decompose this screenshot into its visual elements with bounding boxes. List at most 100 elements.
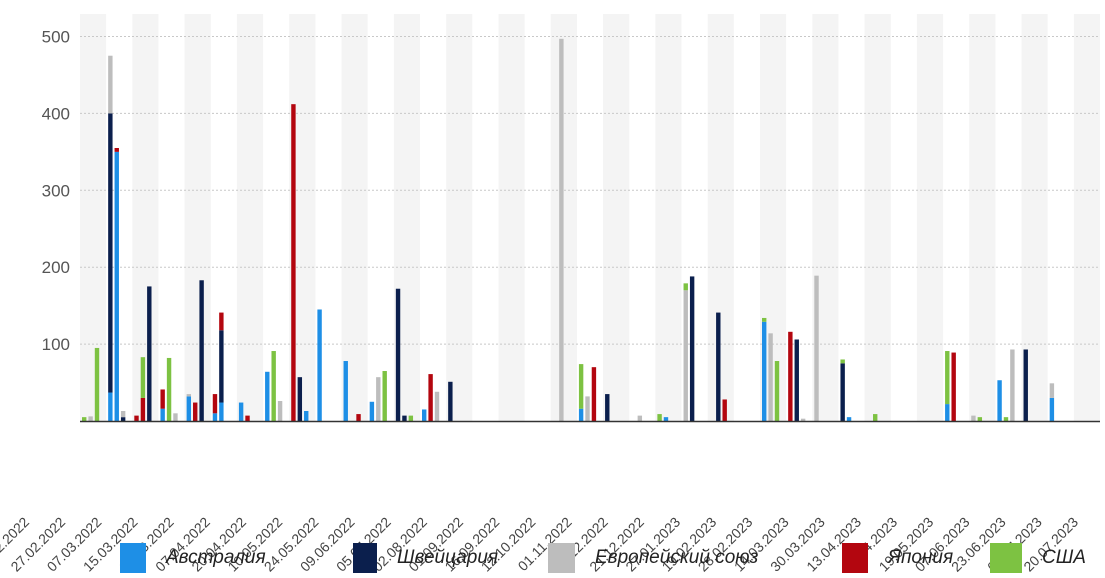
bar: Европейский союз: 497 <box>559 38 564 421</box>
bar-segment: США: 58 <box>578 364 584 409</box>
bar-segment: Европейский союз: 93 <box>1010 349 1015 421</box>
bar: Япония: 116 <box>788 331 793 421</box>
legend-label: США <box>1042 547 1086 568</box>
plot-band <box>655 14 682 421</box>
bar: Европейский союз: 3 <box>800 418 806 421</box>
bar-segment: Австралия: 15 <box>422 409 427 421</box>
bar-segment: США: 9 <box>873 414 878 421</box>
bar-segment: Австралия: 5 <box>663 417 669 421</box>
bars: США: 5 Европейский союз: 6США: 95 Австрали… <box>82 38 1055 421</box>
bar-segment: Австралия: 64 <box>265 371 270 421</box>
plot-band <box>446 14 473 421</box>
bar: США: 5 <box>977 417 983 421</box>
bar: Европейский союз: 38 <box>434 391 440 421</box>
bar: Австралия: 30Европейский союз: 19 <box>1049 383 1055 421</box>
bar-segment: Япония: 25 <box>212 394 218 414</box>
bar-segment: Европейский союз: 114 <box>768 333 773 421</box>
bar-segment: Европейский союз: 6 <box>88 416 93 421</box>
bar-segment: Швейцария: 106 <box>794 339 799 421</box>
bar-segment: США: 65 <box>382 371 387 421</box>
bar-segment: Швейцария: 93 <box>1023 349 1028 421</box>
bar-segment: Австралия: 10 <box>212 413 218 421</box>
bar: Европейский союз: 26 <box>277 401 283 421</box>
bar: Швейцария: 172 <box>395 288 401 421</box>
bar: Швейцария: 183 <box>199 280 204 421</box>
bar-segment: США: 5 <box>840 359 845 364</box>
bar-segment: Япония: 5 <box>114 148 119 152</box>
bar-segment: Швейцария: 35 <box>605 394 610 421</box>
bar: Швейцария: 175 <box>147 286 152 421</box>
bar-segment: США: 53 <box>140 357 146 398</box>
bar-segment: Швейцария: 5 <box>120 417 126 421</box>
bar: Япония: 70 <box>591 367 597 421</box>
bar: Япония: 28 <box>722 399 727 421</box>
plot-band <box>80 14 107 421</box>
bar: Европейский союз: 32 <box>585 396 590 421</box>
bar-segment: США: 9 <box>657 414 662 421</box>
y-tick-label: 300 <box>42 181 70 200</box>
bar: США: 65 <box>382 371 387 421</box>
bar: Европейский союз: 189 <box>814 275 819 421</box>
bar: Австралия: 13 <box>304 411 309 421</box>
bar: Швейцария: 5Европейский союз: 8 <box>120 411 126 421</box>
bar-segment: Швейцария: 188 <box>689 276 695 421</box>
y-tick-label: 200 <box>42 258 70 277</box>
bar: Австралия: 64 <box>265 371 270 421</box>
bar-segment: Европейский союз: 75 <box>108 55 113 114</box>
bar: Швейцария: 106 <box>794 339 799 421</box>
bar-segment: США: 7 <box>408 415 414 421</box>
bar: Швейцария: 188 <box>689 276 695 421</box>
bar-segment: Япония: 61 <box>428 374 433 421</box>
y-tick-label: 400 <box>42 104 70 123</box>
bar-segment: Япония: 28 <box>722 399 727 421</box>
legend-item: Австралия <box>120 543 266 573</box>
bar: США: 82 <box>166 357 172 421</box>
plot-band <box>341 14 368 421</box>
bar: Австралия: 10Япония: 25 <box>212 394 218 421</box>
bar-segment: США: 95 <box>94 347 100 421</box>
bar-segment: Европейский союз: 497 <box>559 38 564 421</box>
bar-segment: Япония: 7 <box>134 415 139 421</box>
bar-segment: Австралия: 32 <box>186 396 192 421</box>
legend-label: Австралия <box>165 547 266 568</box>
bar-segment: Япония: 412 <box>291 104 296 421</box>
bar-segment: Европейский союз: 19 <box>1049 383 1055 398</box>
bar-segment: Австралия: 16 <box>578 408 584 421</box>
bar: Япония: 412 <box>291 104 296 421</box>
bar-segment: Австралия: 78 <box>343 361 348 421</box>
legend: Австралия Швейцария Европейский союз Япония… <box>120 543 1086 573</box>
bar-segment: Швейцария: 183 <box>199 280 204 421</box>
bar: Швейцария: 7 <box>402 415 407 421</box>
bar-segment: Австралия: 24 <box>238 402 244 421</box>
bar-segment: Япония: 25 <box>160 389 165 409</box>
bar-segment: Швейцария: 141 <box>716 312 721 421</box>
legend-swatch <box>353 543 377 573</box>
legend-item: Европейский союз <box>548 543 759 573</box>
bar: Австралия: 15 <box>422 409 427 421</box>
bar-segment: Европейский союз: 189 <box>814 275 819 421</box>
bar: Австралия: 25 <box>369 401 375 421</box>
plot-band <box>184 14 211 421</box>
bar: Австралия: 78 <box>343 361 348 421</box>
bar-segment: Австралия: 24 <box>219 402 224 421</box>
bar-segment: Европейский союз: 8 <box>120 411 126 418</box>
bar-segment: США: 78 <box>774 361 780 421</box>
legend-label: Швейцария <box>397 547 498 568</box>
bar: Швейцария: 35 <box>605 394 610 421</box>
bar-segment: Европейский союз: 3 <box>186 394 192 397</box>
legend-item: США <box>990 543 1086 573</box>
legend-item: Швейцария <box>353 543 498 573</box>
bar-segment: Япония: 7 <box>245 415 250 421</box>
bar-segment: Европейский союз: 26 <box>277 401 283 421</box>
bar-segment: Япония: 24 <box>193 402 198 421</box>
bar: Швейцария: 93 <box>1023 349 1028 421</box>
bar: Япония: 30США: 53 <box>140 357 146 421</box>
bar-segment: Япония: 116 <box>788 331 793 421</box>
bar: Европейский союз: 10 <box>173 413 178 421</box>
bar: Австралия: 24 <box>238 402 244 421</box>
bar: Япония: 89 <box>951 352 956 421</box>
bar: Япония: 61 <box>428 374 433 421</box>
bar-segment: США: 91 <box>271 351 276 421</box>
bar-segment: Европейский союз: 170 <box>683 290 688 421</box>
bar-segment: США: 5 <box>977 417 983 421</box>
